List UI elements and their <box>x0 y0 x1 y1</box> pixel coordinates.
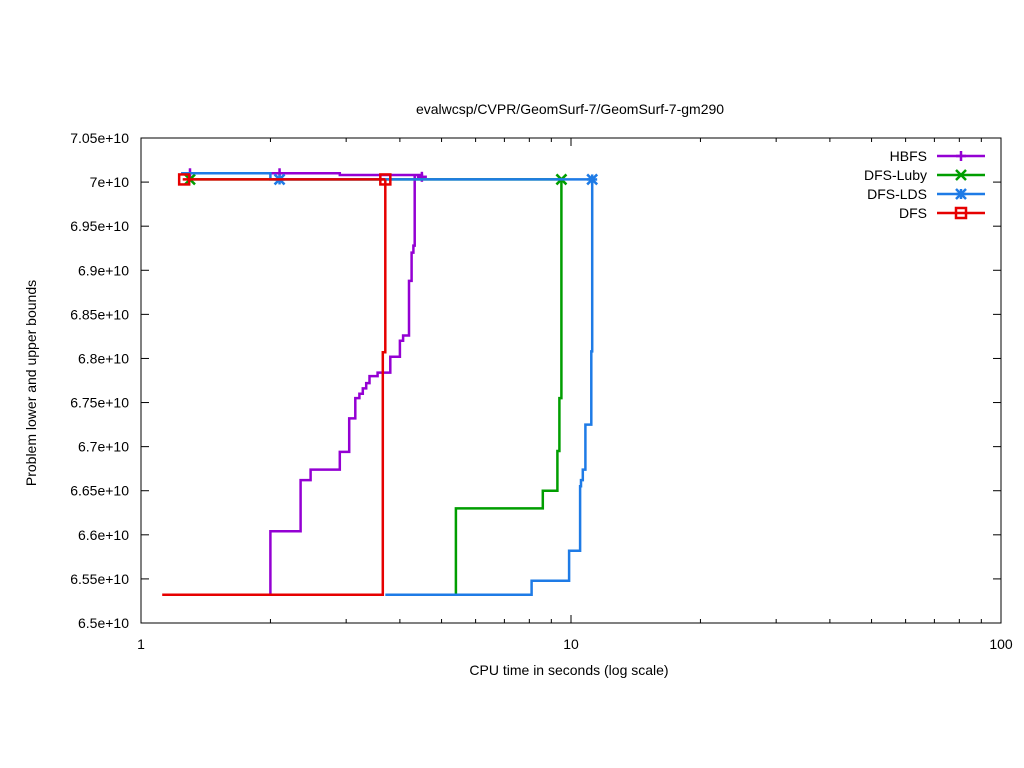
y-tick-label: 6.85e+10 <box>70 306 129 322</box>
y-axis-label: Problem lower and upper bounds <box>23 280 39 486</box>
series-dfs-luby <box>184 173 568 595</box>
legend-label: DFS-LDS <box>867 186 927 202</box>
legend-item: DFS-Luby <box>864 167 985 183</box>
x-axis-label: CPU time in seconds (log scale) <box>469 662 668 678</box>
y-tick-label: 6.65e+10 <box>70 483 129 499</box>
legend-item: DFS <box>899 205 985 221</box>
y-tick-label: 6.95e+10 <box>70 218 129 234</box>
data-point-marker <box>379 173 392 186</box>
legend-label: DFS-Luby <box>864 167 927 183</box>
legend-marker <box>956 151 966 161</box>
series-dfs <box>162 173 392 597</box>
y-tick-label: 7e+10 <box>90 174 130 190</box>
legend: HBFS DFS-Luby DFS-LDS DFS <box>864 148 985 221</box>
y-tick-label: 6.75e+10 <box>70 395 129 411</box>
series-lower-bound-line <box>454 179 563 595</box>
series-lower-bound-line <box>385 179 594 597</box>
legend-label: DFS <box>899 205 927 221</box>
y-tick-label: 6.9e+10 <box>78 262 129 278</box>
x-tick-label: 10 <box>563 636 579 652</box>
y-tick-label: 6.5e+10 <box>78 615 129 631</box>
legend-marker <box>954 206 968 220</box>
legend-item: HBFS <box>890 148 985 164</box>
axes-layer: 6.5e+10 6.55e+10 6.6e+10 6.65e+10 6.7e+10 6.7… <box>70 130 1013 652</box>
series-layer <box>162 168 599 597</box>
legend-item: DFS-LDS <box>867 186 985 202</box>
x-tick-label: 100 <box>989 636 1013 652</box>
series-lower-bound-line <box>269 175 416 595</box>
y-tick-label: 7.05e+10 <box>70 130 129 146</box>
series-upper-bound-line <box>181 172 593 181</box>
y-tick-label: 6.6e+10 <box>78 527 129 543</box>
x-tick-label: 1 <box>137 636 145 652</box>
data-point-marker <box>586 173 599 186</box>
chart-title: evalwcsp/CVPR/GeomSurf-7/GeomSurf-7-gm29… <box>416 101 724 117</box>
legend-marker <box>955 188 967 200</box>
series-hbfs <box>181 168 427 595</box>
series-dfs-lds <box>181 172 599 597</box>
series-lower-bound-line <box>162 179 387 597</box>
legend-label: HBFS <box>890 148 927 164</box>
y-tick-label: 6.55e+10 <box>70 571 129 587</box>
data-point-marker <box>177 173 191 186</box>
y-tick-label: 6.7e+10 <box>78 439 129 455</box>
y-tick-label: 6.8e+10 <box>78 350 129 366</box>
legend-marker <box>955 169 967 181</box>
